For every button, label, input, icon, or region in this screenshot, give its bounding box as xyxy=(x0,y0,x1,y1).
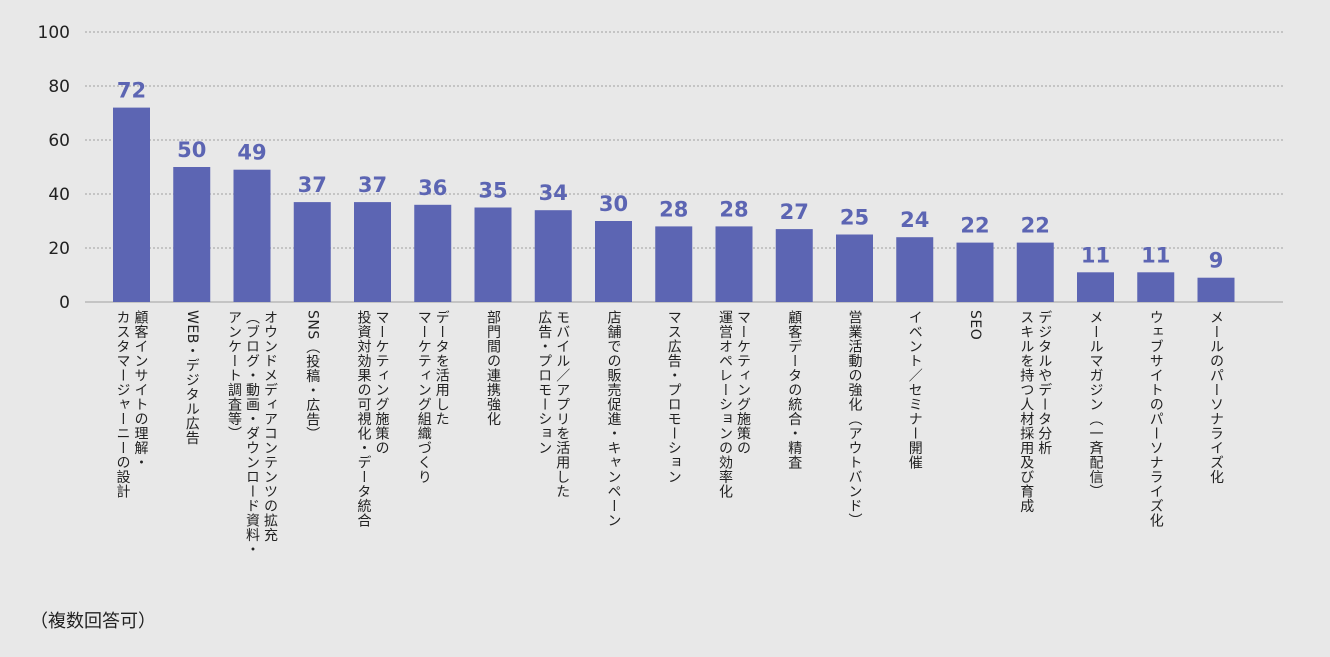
value-label: 34 xyxy=(539,181,568,205)
bar xyxy=(474,207,512,302)
bar xyxy=(293,202,331,302)
value-label: 50 xyxy=(177,138,206,162)
bar xyxy=(354,202,391,302)
bar xyxy=(414,204,452,302)
y-axis-ticks: 0 20 40 60 80 100 xyxy=(38,23,70,313)
category-label: 顧客インサイトの理解・ カスタマージャーニーの設計 xyxy=(114,310,149,499)
category-label: メールのパーソナライズ化 xyxy=(1208,310,1224,484)
value-label: 37 xyxy=(358,173,387,197)
category-label: 営業活動の強化（アウトバンド） xyxy=(846,310,863,528)
value-labels: 72 50 49 37 37 36 35 34 30 28 28 27 25 24 22 22 11 11 9 xyxy=(117,79,1223,273)
bar xyxy=(595,221,632,302)
bar xyxy=(956,242,994,302)
category-label: データを活用した マーケティング組織づくり xyxy=(415,310,450,484)
bar xyxy=(1016,242,1054,302)
category-label: マーケティング施策の 運営オペレーションの効率化 xyxy=(717,310,751,499)
category-label: WEB・デジタル広告 xyxy=(183,310,200,446)
bar xyxy=(775,229,813,302)
category-label: SEO xyxy=(967,310,983,341)
value-label: 28 xyxy=(719,197,748,221)
value-label: 72 xyxy=(117,79,146,103)
value-label: 24 xyxy=(900,208,929,232)
value-label: 25 xyxy=(840,206,869,230)
category-label: デジタルやデータ分析 スキルを持つ人材採用及び育成 xyxy=(1018,310,1053,513)
value-label: 30 xyxy=(599,192,628,216)
category-label: SNS（投稿・広告） xyxy=(304,310,321,442)
category-label: 店舗での販売促進・キャンペーン xyxy=(605,310,622,528)
bar xyxy=(836,234,873,302)
category-label: 顧客データの統合・精査 xyxy=(786,310,803,470)
y-tick-label: 60 xyxy=(48,131,70,151)
category-label: メールマガジン（一斉配信） xyxy=(1087,310,1104,499)
value-label: 36 xyxy=(418,176,447,200)
y-tick-label: 100 xyxy=(38,23,70,43)
bar xyxy=(173,167,211,302)
y-tick-label: 80 xyxy=(48,77,70,97)
category-label: イベント／セミナー開催 xyxy=(906,310,923,470)
bar xyxy=(113,107,150,302)
value-label: 49 xyxy=(237,141,266,165)
value-label: 11 xyxy=(1141,243,1170,267)
category-label: オウンドメディアコンテンツの拡充 （ブログ・動画・ダウンロード資料・ アンケート… xyxy=(226,310,278,557)
category-label: マーケティング施策の 投資対効果の可視化・データ統合 xyxy=(355,310,390,528)
category-label: ウェブサイトのパーソナライズ化 xyxy=(1147,310,1164,528)
value-label: 9 xyxy=(1209,249,1224,273)
bar xyxy=(1197,277,1235,302)
bar xyxy=(655,226,693,302)
bar xyxy=(534,210,572,302)
bar xyxy=(896,237,934,302)
value-label: 11 xyxy=(1081,243,1110,267)
bar xyxy=(233,169,271,302)
category-label: モバイル／アプリを活用した 広告・プロモーション xyxy=(536,310,571,499)
category-label: 部門間の連携強化 xyxy=(485,310,501,426)
value-label: 37 xyxy=(298,173,327,197)
y-tick-label: 0 xyxy=(59,293,70,313)
category-label: マス広告・プロモーション xyxy=(665,310,682,484)
value-label: 28 xyxy=(659,197,688,221)
bar xyxy=(715,226,753,302)
y-tick-label: 40 xyxy=(48,185,70,205)
value-label: 35 xyxy=(478,179,507,203)
footnote: （複数回答可） xyxy=(30,611,156,632)
value-label: 22 xyxy=(960,214,989,238)
y-tick-label: 20 xyxy=(48,239,70,259)
bar xyxy=(1077,272,1114,302)
bar xyxy=(1137,272,1175,302)
value-label: 22 xyxy=(1021,214,1050,238)
value-label: 27 xyxy=(780,200,809,224)
bars xyxy=(113,107,1235,302)
